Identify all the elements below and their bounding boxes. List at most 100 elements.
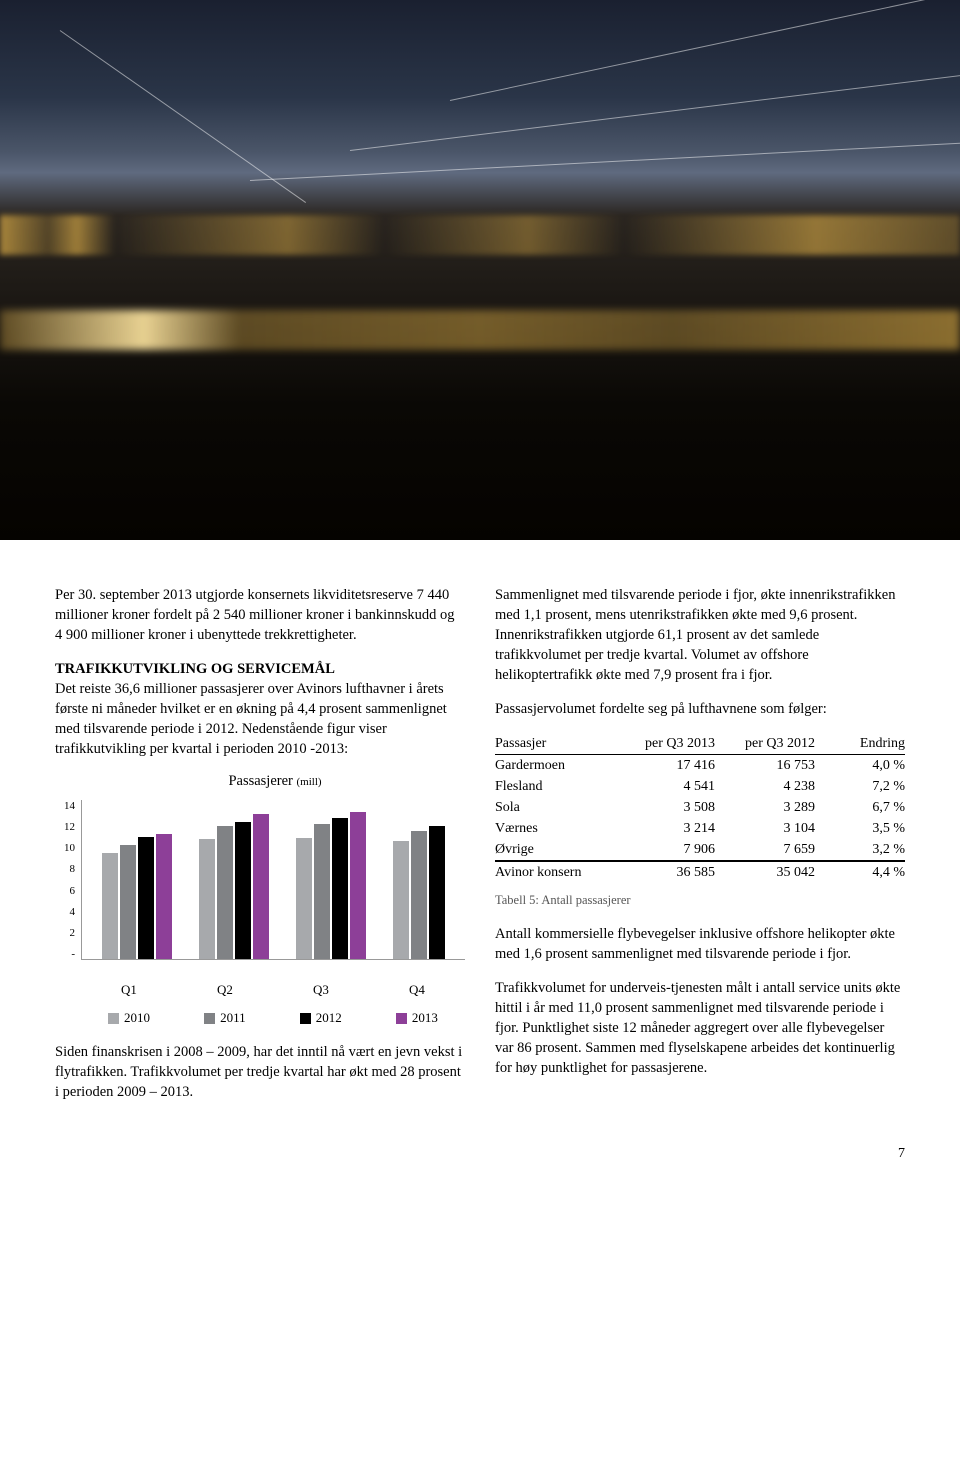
table-cell: 7,2 % <box>815 776 905 797</box>
table-cell: 3,5 % <box>815 818 905 839</box>
legend-item: 2012 <box>300 1010 342 1026</box>
paragraph: Siden finanskrisen i 2008 – 2009, har de… <box>55 1042 465 1102</box>
table-row: Værnes3 2143 1043,5 % <box>495 818 905 839</box>
paragraph: Antall kommersielle flybevegelser inklus… <box>495 924 905 964</box>
table-row: Passasjerper Q3 2013per Q3 2012Endring <box>495 733 905 755</box>
x-tick: Q2 <box>217 982 233 998</box>
table-cell: 4 541 <box>615 776 715 797</box>
table-cell: 16 753 <box>715 755 815 776</box>
chart-title: Passasjerer (mill) <box>85 773 465 790</box>
bar <box>138 837 154 959</box>
content-columns: Per 30. september 2013 utgjorde konserne… <box>0 540 960 1146</box>
table-cell: 3 508 <box>615 797 715 818</box>
table-cell: Øvrige <box>495 839 615 860</box>
bar <box>332 818 348 959</box>
bar <box>156 834 172 959</box>
legend-swatch <box>204 1013 215 1024</box>
table-cell: 3 289 <box>715 797 815 818</box>
table-cell: Endring <box>815 733 905 754</box>
table-row: Sola3 5083 2896,7 % <box>495 797 905 818</box>
table-cell: Avinor konsern <box>495 862 615 883</box>
legend-swatch <box>108 1013 119 1024</box>
y-tick: 12 <box>55 821 75 833</box>
legend-label: 2012 <box>316 1010 342 1026</box>
x-tick: Q4 <box>409 982 425 998</box>
bar-group <box>199 814 269 959</box>
bar-group <box>393 826 445 959</box>
bar <box>393 841 409 959</box>
table-cell: 4,4 % <box>815 862 905 883</box>
table-caption: Tabell 5: Antall passasjerer <box>495 893 905 908</box>
y-tick: - <box>55 948 75 960</box>
bar-group <box>296 812 366 959</box>
table-cell: 7 906 <box>615 839 715 860</box>
chart-legend: 2010 2011 2012 2013 <box>81 1010 465 1026</box>
paragraph: Per 30. september 2013 utgjorde konserne… <box>55 585 465 645</box>
x-tick: Q1 <box>121 982 137 998</box>
y-tick: 4 <box>55 906 75 918</box>
table-cell: 17 416 <box>615 755 715 776</box>
table-cell: Værnes <box>495 818 615 839</box>
table-cell: 7 659 <box>715 839 815 860</box>
chart-x-axis: Q1 Q2 Q3 Q4 <box>81 982 465 998</box>
table-cell: 6,7 % <box>815 797 905 818</box>
y-tick: 14 <box>55 800 75 812</box>
passenger-table: Passasjerper Q3 2013per Q3 2012EndringGa… <box>495 733 905 883</box>
table-cell: 4 238 <box>715 776 815 797</box>
left-column: Per 30. september 2013 utgjorde konserne… <box>55 585 465 1116</box>
bar <box>120 845 136 959</box>
bar <box>217 826 233 959</box>
legend-item: 2011 <box>204 1010 246 1026</box>
bar <box>102 853 118 959</box>
table-cell: 4,0 % <box>815 755 905 776</box>
table-cell: 36 585 <box>615 862 715 883</box>
table-cell: Gardermoen <box>495 755 615 776</box>
legend-label: 2011 <box>220 1010 246 1026</box>
bar <box>253 814 269 959</box>
legend-label: 2010 <box>124 1010 150 1026</box>
x-tick: Q3 <box>313 982 329 998</box>
legend-label: 2013 <box>412 1010 438 1026</box>
table-cell: Flesland <box>495 776 615 797</box>
paragraph-text: Det reiste 36,6 millioner passasjerer ov… <box>55 681 447 757</box>
paragraph: Trafikkvolumet for underveis-tjenesten m… <box>495 978 905 1078</box>
section-heading: TRAFIKKUTVIKLING OG SERVICEMÅL <box>55 661 335 677</box>
y-tick: 8 <box>55 863 75 875</box>
legend-swatch <box>300 1013 311 1024</box>
chart-y-axis: 14 12 10 8 6 4 2 - <box>55 800 81 960</box>
right-column: Sammenlignet med tilsvarende periode i f… <box>495 585 905 1116</box>
y-tick: 6 <box>55 885 75 897</box>
table-row: Flesland4 5414 2387,2 % <box>495 776 905 797</box>
passenger-chart: Passasjerer (mill) 1412108642- Q1Q2Q3Q4 … <box>55 773 465 1026</box>
chart-plot <box>81 800 465 960</box>
paragraph: Sammenlignet med tilsvarende periode i f… <box>495 585 905 685</box>
table-row: Avinor konsern36 58535 0424,4 % <box>495 861 905 883</box>
table-cell: per Q3 2013 <box>615 733 715 754</box>
bar <box>199 839 215 959</box>
table-row: Gardermoen17 41616 7534,0 % <box>495 755 905 776</box>
table-cell: 3,2 % <box>815 839 905 860</box>
table-cell: Passasjer <box>495 733 615 754</box>
page-number: 7 <box>0 1146 960 1187</box>
table-cell: 35 042 <box>715 862 815 883</box>
bar-group <box>102 834 172 959</box>
hero-photo <box>0 0 960 540</box>
bar <box>314 824 330 959</box>
table-cell: 3 214 <box>615 818 715 839</box>
y-tick: 2 <box>55 927 75 939</box>
bar <box>411 831 427 959</box>
bar <box>296 838 312 959</box>
legend-item: 2010 <box>108 1010 150 1026</box>
table-row: Øvrige7 9067 6593,2 % <box>495 839 905 861</box>
bar <box>350 812 366 959</box>
paragraph: Passasjervolumet fordelte seg på lufthav… <box>495 699 905 719</box>
bar <box>235 822 251 959</box>
table-cell: 3 104 <box>715 818 815 839</box>
table-cell: Sola <box>495 797 615 818</box>
legend-item: 2013 <box>396 1010 438 1026</box>
legend-swatch <box>396 1013 407 1024</box>
bar <box>429 826 445 959</box>
y-tick: 10 <box>55 842 75 854</box>
paragraph: TRAFIKKUTVIKLING OG SERVICEMÅL Det reist… <box>55 659 465 759</box>
table-cell: per Q3 2012 <box>715 733 815 754</box>
